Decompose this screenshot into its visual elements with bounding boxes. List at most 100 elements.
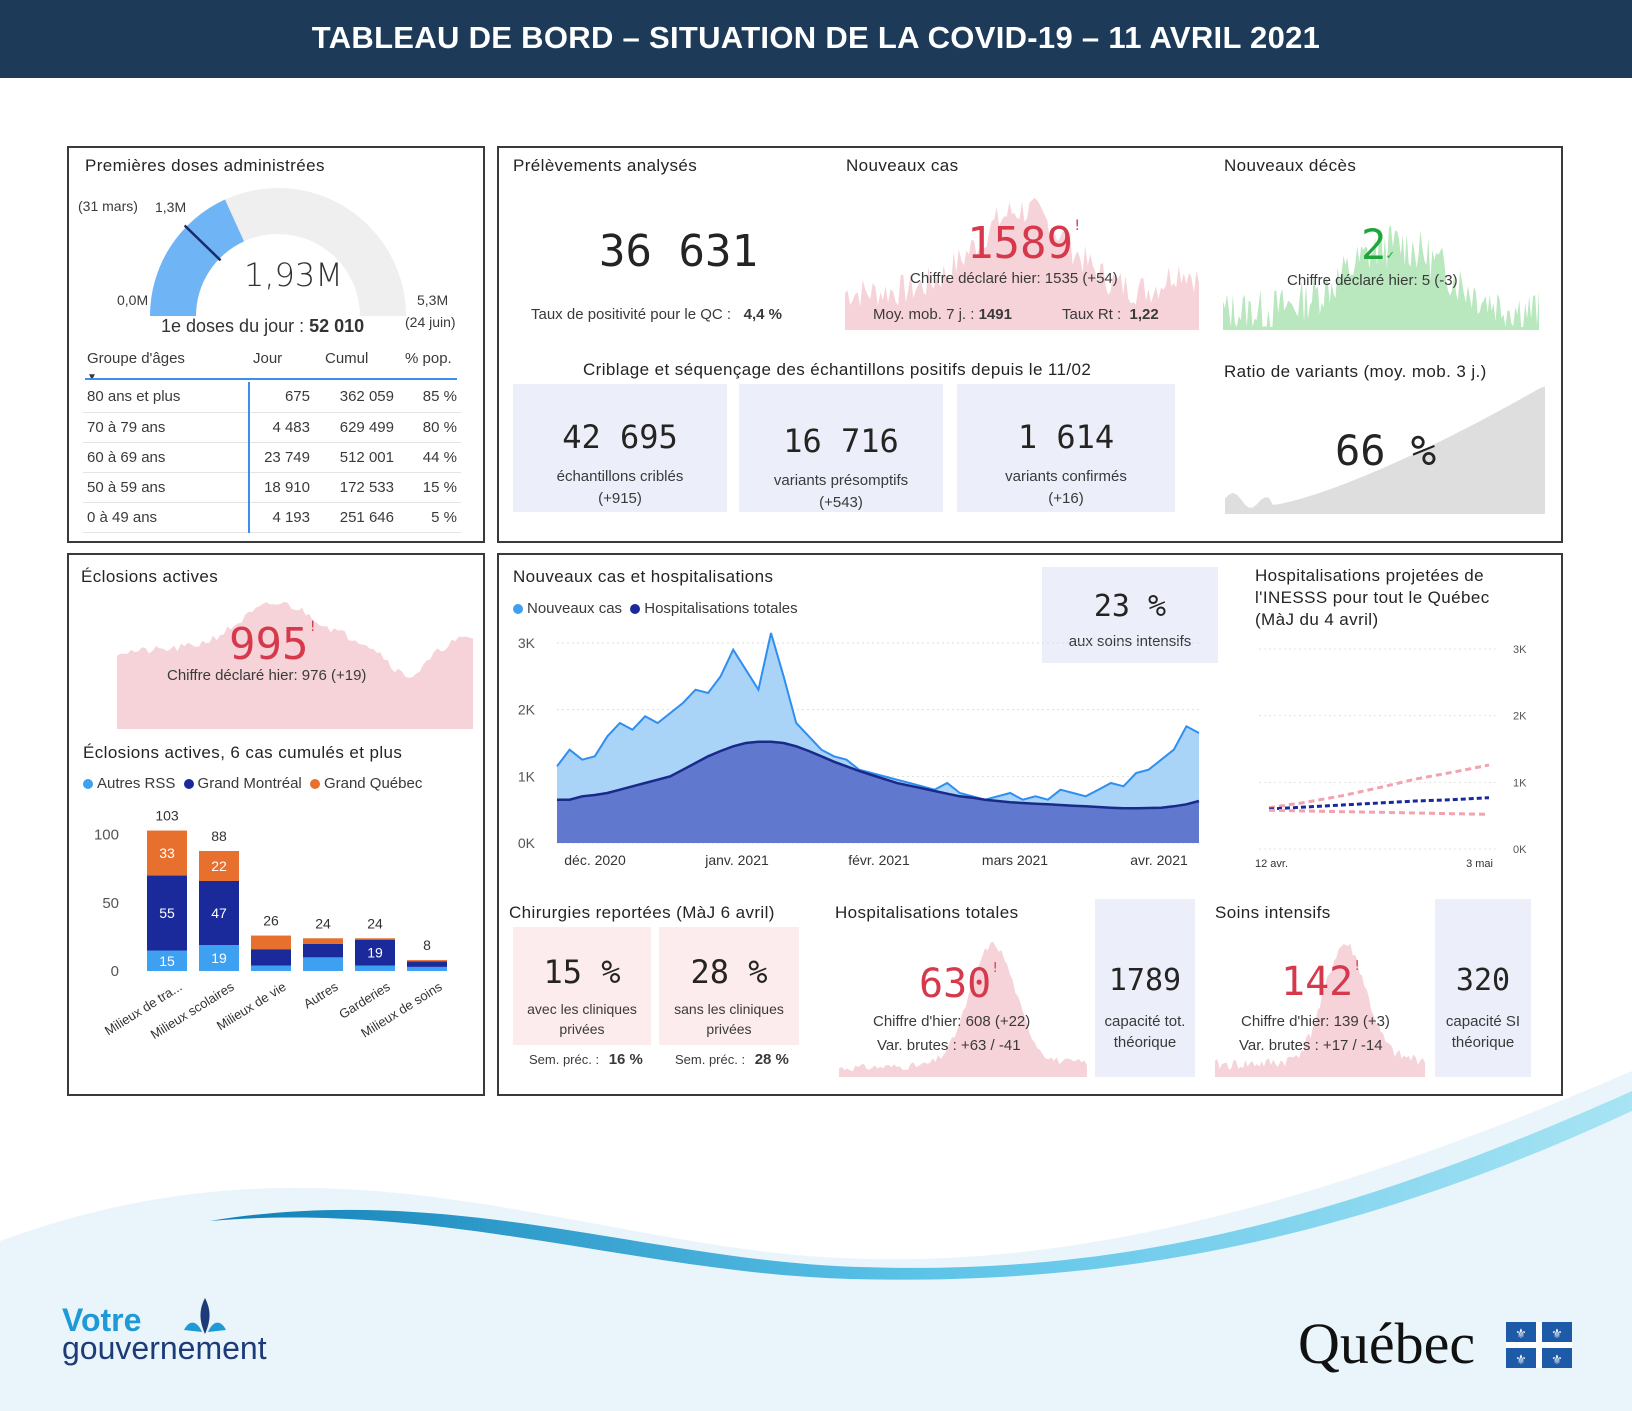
legend-hosp-total[interactable]: Hospitalisations totales	[630, 600, 798, 617]
hospital-title: Hospitalisations totales	[835, 903, 1019, 922]
bar-category-label: Autres	[301, 979, 341, 1012]
bar-segment-label: 55	[159, 905, 175, 921]
hospital-area	[839, 942, 1087, 1077]
screening-card-label: échantillons criblés	[556, 468, 684, 485]
bar-segment[interactable]	[251, 965, 291, 971]
col-group[interactable]: Groupe d'âges▼	[87, 350, 185, 383]
deaths-value: 2✓	[1361, 220, 1395, 269]
new-cases-area	[845, 197, 1199, 330]
surgery-prev-week: Sem. préc. : 16 %	[529, 1051, 643, 1068]
bar-segment[interactable]	[147, 875, 187, 951]
daily-doses-cell: 18 910	[248, 472, 314, 503]
outbreaks-mark: !	[308, 619, 317, 635]
icu-capacity-label2: théorique	[1451, 1034, 1515, 1051]
icu-ratio-value: 23 %	[1093, 589, 1167, 624]
cases-hosp-title: Nouveaux cas et hospitalisations	[513, 567, 774, 586]
gauge-target-note: (31 mars)	[78, 198, 138, 214]
projection-chart: 0K 1K 2K 3K 12 avr. 3 mai	[1255, 644, 1527, 870]
gov-logo: Votre gouvernement	[62, 1298, 267, 1366]
cumul-cell: 512 001	[313, 442, 398, 473]
main-y-tick: 0K	[518, 835, 536, 851]
bar-segment[interactable]	[407, 961, 447, 967]
col-cumul[interactable]: Cumul	[325, 350, 369, 367]
samples-value: 36 631	[599, 226, 758, 277]
table-row: 70 à 79 ans 4 483 629 499 80 %	[83, 412, 461, 443]
col-pct[interactable]: % pop.	[405, 350, 452, 367]
age-group: 80 ans et plus	[83, 382, 250, 413]
fleur-de-lys-icon	[184, 1298, 226, 1334]
icu-capacity-label1: capacité SI	[1445, 1013, 1521, 1030]
outbreaks-area	[117, 601, 473, 729]
ages-table: 80 ans et plus 675 362 059 85 % 70 à 79 ans 4…	[83, 382, 461, 533]
outbreaks-chart-title: Éclosions actives, 6 cas cumulés et plus	[83, 743, 403, 762]
icu-capacity-card: 320 capacité SI théorique	[1435, 899, 1531, 1077]
bar-segment[interactable]	[355, 938, 395, 940]
legend-grand-montreal[interactable]: Grand Montréal	[183, 775, 302, 792]
pct-cell: 15 %	[397, 472, 461, 503]
deaths-check-icon: ✓	[1386, 248, 1395, 263]
bar-segment[interactable]	[199, 945, 239, 971]
svg-text:⚜: ⚜	[1515, 1326, 1527, 1341]
bar-segment[interactable]	[147, 830, 187, 876]
gov-logo-line2: gouvernement	[62, 1330, 267, 1366]
bar-segment[interactable]	[355, 939, 395, 966]
bar-segment[interactable]	[303, 943, 343, 958]
outbreaks-panel: Éclosions actives 995! Chiffre déclaré h…	[67, 553, 485, 1096]
proj-y-tick: 2K	[1513, 711, 1527, 723]
screening-card-value: 16 716	[783, 422, 899, 460]
legend-grand-quebec[interactable]: Grand Québec	[309, 775, 422, 792]
icu-value: 142!	[1281, 959, 1362, 1005]
screening-card-delta: (+543)	[819, 494, 863, 511]
bar-y-tick: 0	[111, 963, 119, 980]
surgeries-title: Chirurgies reportées (MàJ 6 avril)	[509, 903, 775, 922]
bar-segment[interactable]	[251, 935, 291, 950]
doses-gauge	[150, 188, 406, 316]
legend-autres-rss[interactable]: Autres RSS	[83, 775, 175, 792]
hosp-total-line[interactable]	[557, 740, 1200, 810]
bar-segment[interactable]	[407, 960, 447, 962]
outbreaks-legend: Autres RSS Grand Montréal Grand Québec	[83, 775, 422, 792]
gov-logo-line1: Votre	[62, 1302, 142, 1338]
deaths-sparkline	[1223, 224, 1539, 330]
bar-segment[interactable]	[147, 950, 187, 971]
daily-doses-cell: 4 193	[248, 502, 314, 533]
outbreaks-yesterday: Chiffre déclaré hier: 976 (+19)	[167, 667, 367, 684]
bar-segment[interactable]	[303, 957, 343, 971]
legend-new-cases[interactable]: Nouveaux cas	[513, 600, 622, 617]
proj-line[interactable]	[1268, 763, 1490, 810]
gauge-max-note: (24 juin)	[405, 314, 456, 330]
screening-card: 1 614 variants confirmés (+16)	[957, 384, 1175, 512]
hospital-mark: !	[991, 961, 1000, 976]
positivity-label: Taux de positivité pour le QC :	[531, 306, 732, 323]
bar-segment[interactable]	[303, 938, 343, 944]
proj-y-tick: 3K	[1513, 644, 1527, 656]
page-title: TABLEAU DE BORD – SITUATION DE LA COVID-…	[311, 20, 1321, 55]
proj-line[interactable]	[1268, 796, 1490, 811]
surgery-prev-week: Sem. préc. : 28 %	[675, 1051, 789, 1068]
screening-title: Criblage et séquençage des échantillons …	[583, 360, 1092, 379]
col-day[interactable]: Jour	[253, 350, 283, 367]
proj-line[interactable]	[1268, 808, 1490, 816]
proj-y-tick: 1K	[1513, 777, 1527, 789]
tests-panel: Prélèvements analysés 36 631 Taux de pos…	[497, 146, 1563, 543]
bar-segment[interactable]	[199, 851, 239, 881]
gauge-max: 5,3M	[417, 292, 449, 308]
bar-segment[interactable]	[407, 966, 447, 971]
bar-segment[interactable]	[251, 949, 291, 966]
quebec-logo: Québec ⚜ ⚜ ⚜ ⚜	[1298, 1310, 1572, 1377]
surgery-card-label2: privées	[559, 1021, 605, 1037]
table-row: 60 à 69 ans 23 749 512 001 44 %	[83, 442, 461, 473]
outbreaks-sparkline	[117, 601, 473, 729]
screening-card: 42 695 échantillons criblés (+915)	[513, 384, 727, 512]
daily-doses-cell: 4 483	[248, 412, 314, 443]
icu-sparkline	[1215, 943, 1425, 1077]
new-cases-line[interactable]	[556, 632, 1200, 801]
screening-card-delta: (+16)	[1048, 490, 1084, 507]
deaths-area	[1223, 224, 1539, 330]
main-x-tick: janv. 2021	[704, 852, 769, 868]
bar-segment[interactable]	[355, 965, 395, 971]
bar-segment-label: 15	[159, 953, 175, 969]
icu-capacity-value: 320	[1455, 963, 1511, 998]
hospital-capacity-label2: théorique	[1113, 1034, 1177, 1051]
bar-segment[interactable]	[199, 881, 239, 946]
